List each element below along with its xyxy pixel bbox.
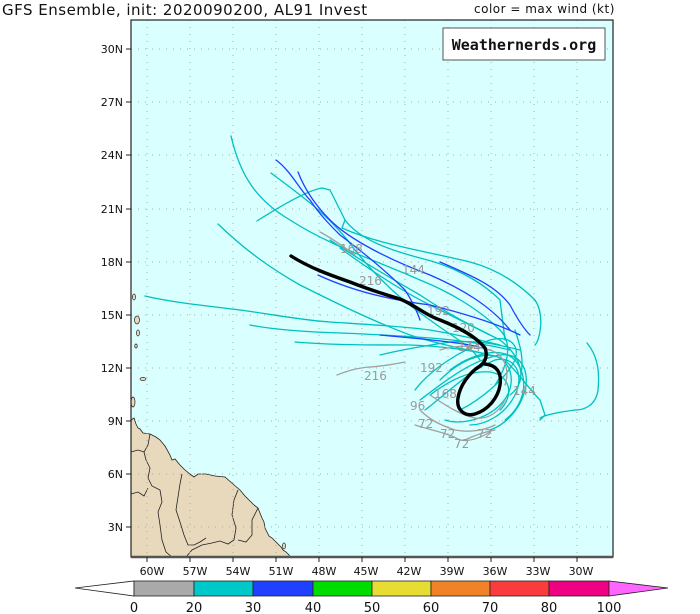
svg-text:12N: 12N <box>101 362 123 375</box>
svg-text:57W: 57W <box>183 565 208 578</box>
svg-text:45W: 45W <box>354 565 379 578</box>
svg-text:144: 144 <box>513 384 536 398</box>
svg-text:168: 168 <box>340 242 363 256</box>
wind-colorbar <box>74 580 669 597</box>
chart-title: GFS Ensemble, init: 2020090200, AL91 Inv… <box>2 1 368 19</box>
svg-text:21N: 21N <box>101 203 123 216</box>
svg-text:30W: 30W <box>569 565 594 578</box>
svg-text:9N: 9N <box>108 415 123 428</box>
ensemble-tracks-20-30kt <box>144 135 600 431</box>
svg-text:60: 60 <box>423 601 440 614</box>
svg-text:Weathernerds.org: Weathernerds.org <box>452 36 597 54</box>
svg-text:192: 192 <box>427 304 450 318</box>
svg-text:36W: 36W <box>483 565 508 578</box>
svg-text:18N: 18N <box>101 256 123 269</box>
svg-text:144: 144 <box>458 340 481 354</box>
svg-text:30: 30 <box>245 601 262 614</box>
land-south-america <box>130 417 291 558</box>
svg-text:6N: 6N <box>108 468 123 481</box>
ensemble-tracks-30-40kt <box>275 159 531 351</box>
watermark-box: Weathernerds.org <box>442 27 606 61</box>
svg-text:72: 72 <box>477 427 492 441</box>
colorbar-labels: 0 20 30 40 50 60 70 80 100 <box>130 601 622 614</box>
svg-text:168: 168 <box>434 387 457 401</box>
svg-text:216: 216 <box>359 274 382 288</box>
svg-text:27N: 27N <box>101 96 123 109</box>
forecast-hour-labels: 168 144 216 192 120 144 192 216 168 96 7… <box>340 242 536 451</box>
svg-text:72: 72 <box>440 427 455 441</box>
svg-text:48W: 48W <box>312 565 337 578</box>
svg-text:30N: 30N <box>101 43 123 56</box>
svg-text:0: 0 <box>130 601 138 614</box>
svg-text:144: 144 <box>402 263 425 277</box>
svg-text:80: 80 <box>541 601 558 614</box>
svg-text:70: 70 <box>482 601 499 614</box>
ensemble-tracks-0-20kt <box>319 231 508 442</box>
svg-text:51W: 51W <box>269 565 294 578</box>
svg-text:50: 50 <box>364 601 381 614</box>
svg-text:3N: 3N <box>108 521 123 534</box>
svg-text:40: 40 <box>305 601 322 614</box>
longitude-axis: 60W 57W 54W 51W 48W 45W 42W 39W 36W 33W … <box>140 557 594 578</box>
svg-text:54W: 54W <box>226 565 251 578</box>
svg-text:72: 72 <box>454 437 469 451</box>
svg-text:15N: 15N <box>101 309 123 322</box>
svg-text:100: 100 <box>597 601 622 614</box>
ensemble-mean-track <box>289 254 503 417</box>
svg-text:216: 216 <box>364 369 387 383</box>
latitude-axis: 30N 27N 24N 21N 18N 15N 12N 9N 6N 3N <box>101 43 131 534</box>
svg-text:33W: 33W <box>526 565 551 578</box>
svg-text:192: 192 <box>420 361 443 375</box>
svg-text:72: 72 <box>418 417 433 431</box>
svg-text:60W: 60W <box>140 565 165 578</box>
svg-text:20: 20 <box>186 601 203 614</box>
svg-text:96: 96 <box>410 399 425 413</box>
svg-text:42W: 42W <box>397 565 422 578</box>
svg-text:39W: 39W <box>440 565 465 578</box>
svg-text:24N: 24N <box>101 149 123 162</box>
colorbar-caption: color = max wind (kt) <box>474 2 615 16</box>
caribbean-islands <box>130 293 286 550</box>
svg-text:120: 120 <box>452 321 475 335</box>
